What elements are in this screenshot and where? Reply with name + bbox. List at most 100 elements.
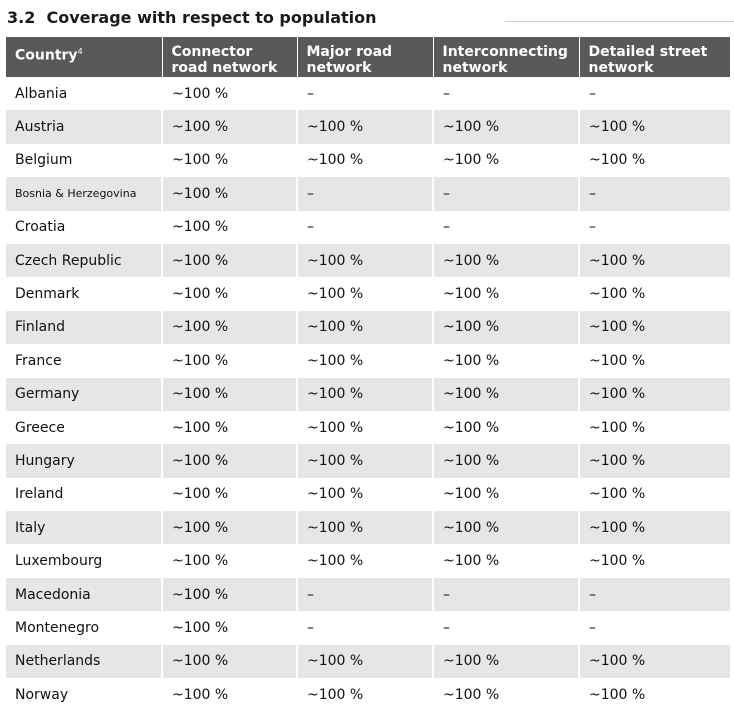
country-cell: Greece xyxy=(6,410,163,445)
detailed-cell: ~100 % xyxy=(578,377,730,411)
detailed-cell: ~100 % xyxy=(578,143,730,178)
country-cell: Bosnia & Herzegovina xyxy=(6,177,163,211)
major-cell: ~100 % xyxy=(296,310,434,345)
section-title: Coverage with respect to population xyxy=(46,8,377,27)
section-heading: 3.2 Coverage with respect to population xyxy=(7,8,377,27)
detailed-cell: – xyxy=(578,611,730,645)
header-interconnecting-line2: network xyxy=(442,60,508,76)
major-cell: ~100 % xyxy=(296,377,434,411)
table-row: Macedonia ~100 % – – – xyxy=(6,577,730,612)
header-interconnecting: Interconnecting network xyxy=(433,37,580,77)
country-cell: Netherlands xyxy=(6,644,163,679)
header-country: Country4 xyxy=(6,37,163,77)
table-row: Italy ~100 % ~100 % ~100 % ~100 % xyxy=(6,511,730,545)
country-cell: Croatia xyxy=(6,210,163,244)
header-connector-line2: road network xyxy=(171,60,278,76)
detailed-cell: ~100 % xyxy=(578,310,730,345)
country-cell: Belgium xyxy=(6,143,163,178)
major-cell: ~100 % xyxy=(296,477,434,512)
country-cell: Luxembourg xyxy=(6,544,163,578)
interconnecting-cell: ~100 % xyxy=(432,344,580,378)
interconnecting-cell: ~100 % xyxy=(432,110,580,144)
interconnecting-cell: – xyxy=(432,210,580,244)
connector-cell: ~100 % xyxy=(161,143,298,178)
table-row: Albania ~100 % – – – xyxy=(6,77,730,111)
header-major: Major road network xyxy=(297,37,434,77)
major-cell: ~100 % xyxy=(296,644,434,679)
connector-cell: ~100 % xyxy=(161,477,298,512)
header-country-label: Country xyxy=(15,47,78,64)
connector-cell: ~100 % xyxy=(161,511,298,545)
detailed-cell: – xyxy=(578,177,730,211)
connector-cell: ~100 % xyxy=(161,577,298,612)
major-cell: ~100 % xyxy=(296,143,434,178)
country-cell: Ireland xyxy=(6,477,163,512)
major-cell: ~100 % xyxy=(296,511,434,545)
interconnecting-cell: ~100 % xyxy=(432,444,580,478)
connector-cell: ~100 % xyxy=(161,377,298,411)
table-row: Austria ~100 % ~100 % ~100 % ~100 % xyxy=(6,110,730,144)
country-cell: Hungary xyxy=(6,444,163,478)
table-row: Bosnia & Herzegovina ~100 % – – – xyxy=(6,177,730,211)
interconnecting-cell: ~100 % xyxy=(432,377,580,411)
detailed-cell: ~100 % xyxy=(578,277,730,311)
interconnecting-cell: – xyxy=(432,77,580,111)
major-cell: ~100 % xyxy=(296,544,434,578)
detailed-cell: – xyxy=(578,77,730,111)
connector-cell: ~100 % xyxy=(161,611,298,645)
table-row: Norway ~100 % ~100 % ~100 % ~100 % xyxy=(6,678,730,712)
connector-cell: ~100 % xyxy=(161,310,298,345)
footnote-marker: 4 xyxy=(77,47,83,56)
table-row: Finland ~100 % ~100 % ~100 % ~100 % xyxy=(6,310,730,345)
country-cell: Finland xyxy=(6,310,163,345)
table-row: Ireland ~100 % ~100 % ~100 % ~100 % xyxy=(6,477,730,512)
interconnecting-cell: ~100 % xyxy=(432,477,580,512)
major-cell: – xyxy=(296,577,434,612)
detailed-cell: ~100 % xyxy=(578,544,730,578)
connector-cell: ~100 % xyxy=(161,110,298,144)
header-interconnecting-line1: Interconnecting xyxy=(442,44,568,60)
table-row: Netherlands ~100 % ~100 % ~100 % ~100 % xyxy=(6,644,730,679)
interconnecting-cell: – xyxy=(432,577,580,612)
country-cell: Albania xyxy=(6,77,163,111)
table-row: Croatia ~100 % – – – xyxy=(6,210,730,244)
interconnecting-cell: ~100 % xyxy=(432,277,580,311)
connector-cell: ~100 % xyxy=(161,410,298,445)
major-cell: ~100 % xyxy=(296,410,434,445)
country-cell: Norway xyxy=(6,678,163,712)
header-detailed-line2: network xyxy=(588,60,654,76)
interconnecting-cell: ~100 % xyxy=(432,243,580,278)
country-cell: Germany xyxy=(6,377,163,411)
connector-cell: ~100 % xyxy=(161,544,298,578)
country-cell: Austria xyxy=(6,110,163,144)
table-row: Germany ~100 % ~100 % ~100 % ~100 % xyxy=(6,377,730,411)
section-number: 3.2 xyxy=(7,8,36,27)
interconnecting-cell: ~100 % xyxy=(432,544,580,578)
table-row: France ~100 % ~100 % ~100 % ~100 % xyxy=(6,344,730,378)
connector-cell: ~100 % xyxy=(161,177,298,211)
country-cell: Czech Republic xyxy=(6,243,163,278)
interconnecting-cell: ~100 % xyxy=(432,644,580,679)
detailed-cell: – xyxy=(578,210,730,244)
table-body: Albania ~100 % – – – Austria ~100 % ~100 % ~100 … xyxy=(6,77,730,712)
major-cell: – xyxy=(296,210,434,244)
connector-cell: ~100 % xyxy=(161,210,298,244)
header-detailed: Detailed street network xyxy=(579,37,730,77)
detailed-cell: ~100 % xyxy=(578,511,730,545)
table-row: Greece ~100 % ~100 % ~100 % ~100 % xyxy=(6,410,730,445)
connector-cell: ~100 % xyxy=(161,444,298,478)
connector-cell: ~100 % xyxy=(161,344,298,378)
detailed-cell: – xyxy=(578,577,730,612)
table-row: Denmark ~100 % ~100 % ~100 % ~100 % xyxy=(6,277,730,311)
detailed-cell: ~100 % xyxy=(578,243,730,278)
major-cell: – xyxy=(296,177,434,211)
major-cell: ~100 % xyxy=(296,110,434,144)
header-major-line1: Major road xyxy=(306,44,393,60)
major-cell: ~100 % xyxy=(296,678,434,712)
country-cell: Italy xyxy=(6,511,163,545)
detailed-cell: ~100 % xyxy=(578,477,730,512)
detailed-cell: ~100 % xyxy=(578,678,730,712)
detailed-cell: ~100 % xyxy=(578,110,730,144)
interconnecting-cell: ~100 % xyxy=(432,310,580,345)
interconnecting-cell: – xyxy=(432,611,580,645)
